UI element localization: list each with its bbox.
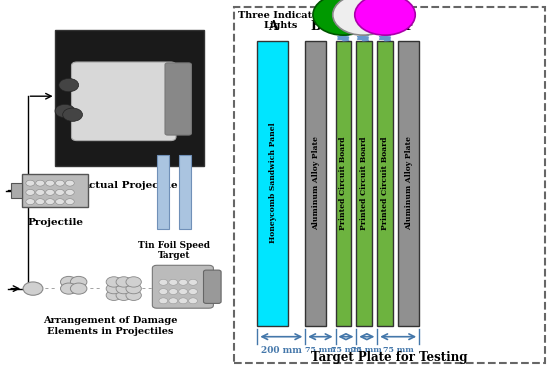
Circle shape xyxy=(65,199,74,205)
Text: – –: – – xyxy=(45,284,55,293)
Circle shape xyxy=(60,276,77,287)
Circle shape xyxy=(26,180,35,186)
Bar xyxy=(257,41,288,326)
Circle shape xyxy=(65,180,74,186)
Text: – –: – – xyxy=(142,284,152,293)
Text: D: D xyxy=(359,20,370,33)
Circle shape xyxy=(63,108,82,121)
Bar xyxy=(55,30,204,166)
Circle shape xyxy=(355,0,415,35)
Circle shape xyxy=(56,199,64,205)
Text: Honeycomb Sandwich Panel: Honeycomb Sandwich Panel xyxy=(268,123,277,243)
Text: Aluminum Alloy Plate: Aluminum Alloy Plate xyxy=(405,136,412,230)
Text: Printed Circuit Board: Printed Circuit Board xyxy=(381,137,389,230)
Circle shape xyxy=(169,289,178,295)
FancyBboxPatch shape xyxy=(165,63,191,135)
Circle shape xyxy=(313,0,373,35)
Text: F: F xyxy=(404,20,413,33)
Circle shape xyxy=(189,289,197,295)
Circle shape xyxy=(23,282,43,295)
Circle shape xyxy=(106,277,122,287)
Circle shape xyxy=(189,279,197,285)
Text: – –: – – xyxy=(90,284,100,293)
Circle shape xyxy=(159,279,168,285)
Bar xyxy=(336,41,351,326)
Text: Printed Circuit Board: Printed Circuit Board xyxy=(339,137,347,230)
Text: A: A xyxy=(268,20,277,33)
Text: 75 mm: 75 mm xyxy=(305,346,335,354)
Circle shape xyxy=(70,276,87,287)
Circle shape xyxy=(189,298,197,304)
Text: C: C xyxy=(338,20,348,33)
Circle shape xyxy=(56,189,64,195)
Text: Arrangement of Damage
Elements in Projectiles: Arrangement of Damage Elements in Projec… xyxy=(43,316,177,336)
Circle shape xyxy=(60,283,77,294)
Bar xyxy=(179,155,191,229)
Circle shape xyxy=(46,189,54,195)
Text: Projectile: Projectile xyxy=(27,218,83,227)
Text: B: B xyxy=(310,20,321,33)
Text: Three Indicator
Lights: Three Indicator Lights xyxy=(238,11,323,30)
Circle shape xyxy=(36,180,45,186)
Circle shape xyxy=(36,189,45,195)
Circle shape xyxy=(106,283,122,294)
Circle shape xyxy=(116,283,131,294)
Bar xyxy=(305,41,326,326)
Text: E: E xyxy=(380,20,390,33)
FancyBboxPatch shape xyxy=(152,265,213,308)
Circle shape xyxy=(56,180,64,186)
Circle shape xyxy=(126,283,141,294)
Circle shape xyxy=(159,289,168,295)
Circle shape xyxy=(46,180,54,186)
Circle shape xyxy=(55,104,75,118)
Text: Printed Circuit Board: Printed Circuit Board xyxy=(360,137,368,230)
Bar xyxy=(356,41,372,326)
Circle shape xyxy=(159,298,168,304)
Circle shape xyxy=(333,0,393,35)
Bar xyxy=(11,183,22,198)
Circle shape xyxy=(126,290,141,300)
Circle shape xyxy=(169,298,178,304)
Text: 75 mm: 75 mm xyxy=(383,346,414,354)
Circle shape xyxy=(26,199,35,205)
Circle shape xyxy=(179,298,188,304)
Circle shape xyxy=(106,290,122,300)
FancyBboxPatch shape xyxy=(204,270,221,303)
Bar xyxy=(157,155,169,229)
Circle shape xyxy=(65,189,74,195)
Circle shape xyxy=(179,289,188,295)
Circle shape xyxy=(179,279,188,285)
Bar xyxy=(234,7,544,363)
Circle shape xyxy=(36,199,45,205)
Bar xyxy=(377,41,393,326)
Circle shape xyxy=(59,78,79,92)
Circle shape xyxy=(46,199,54,205)
Text: Tin Foil Speed
Target: Tin Foil Speed Target xyxy=(138,240,210,260)
Circle shape xyxy=(116,290,131,300)
Circle shape xyxy=(169,279,178,285)
Text: Target Plate for Testing: Target Plate for Testing xyxy=(311,352,468,364)
Text: 75 mm: 75 mm xyxy=(331,346,361,354)
Text: 75 mm: 75 mm xyxy=(351,346,382,354)
Circle shape xyxy=(70,283,87,294)
Circle shape xyxy=(126,277,141,287)
Bar xyxy=(398,41,419,326)
Circle shape xyxy=(26,189,35,195)
Bar xyxy=(22,174,88,207)
Text: Actual Projectile: Actual Projectile xyxy=(81,181,178,190)
Text: Aluminum Alloy Plate: Aluminum Alloy Plate xyxy=(312,136,320,230)
FancyBboxPatch shape xyxy=(72,62,176,141)
Text: 200 mm: 200 mm xyxy=(261,346,302,355)
Circle shape xyxy=(116,277,131,287)
